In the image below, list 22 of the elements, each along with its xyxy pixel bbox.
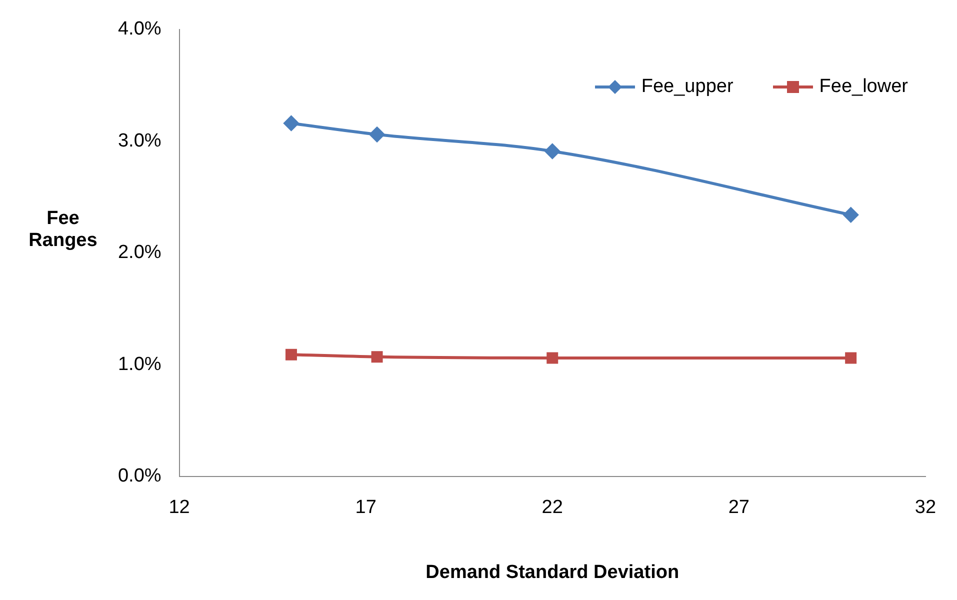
x-tick-label: 22 xyxy=(542,497,563,518)
x-axis-title: Demand Standard Deviation xyxy=(426,562,680,583)
y-tick-label: 4.0% xyxy=(118,18,162,40)
point xyxy=(370,126,385,142)
y-tick-label: 0.0% xyxy=(118,466,162,487)
y-tick-label: 3.0% xyxy=(118,130,162,152)
y-axis-title: Fee Ranges xyxy=(28,208,98,252)
point xyxy=(371,351,383,363)
legend-label: Fee_lower xyxy=(819,76,908,98)
x-tick-label: 12 xyxy=(168,497,190,518)
y-tick-label: 2.0% xyxy=(118,242,162,264)
x-tick-label: 27 xyxy=(728,497,750,518)
x-tick-label: 32 xyxy=(914,497,936,518)
x-tick-label: 17 xyxy=(355,497,376,518)
y-tick-label: 1.0% xyxy=(118,354,162,375)
point xyxy=(843,207,858,222)
point xyxy=(285,348,297,360)
legend-label: Fee_upper xyxy=(641,76,734,98)
point xyxy=(845,352,857,364)
point xyxy=(544,144,560,159)
point xyxy=(284,116,299,131)
point xyxy=(546,352,558,364)
